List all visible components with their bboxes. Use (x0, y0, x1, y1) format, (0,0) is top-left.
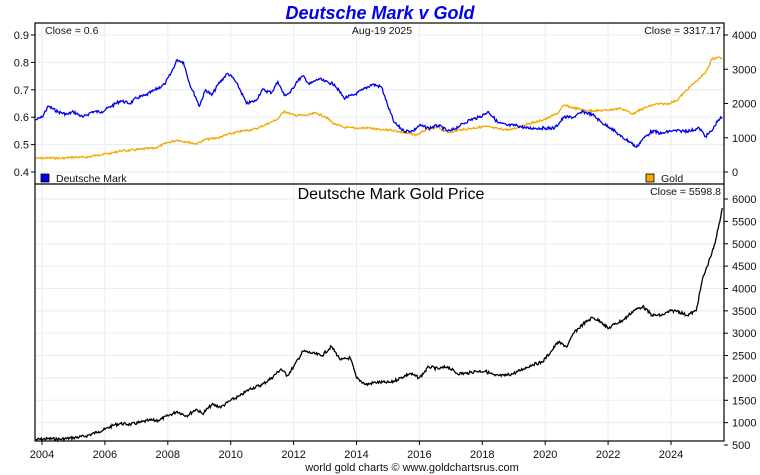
right-tick-label: 3500 (732, 306, 756, 318)
left-axis-dm: 0.9 0.8 0.7 0.6 0.5 0.4 (14, 30, 35, 179)
right-tick-label: 4000 (732, 30, 756, 42)
right-tick-label: 1000 (732, 418, 756, 430)
top-panel-grid (35, 23, 724, 184)
x-tick-label: 2014 (344, 449, 368, 461)
x-tick-label: 2006 (93, 449, 117, 461)
right-tick-label: 6000 (732, 194, 756, 206)
bottom-panel-grid (35, 184, 724, 441)
right-tick-label: 4000 (732, 283, 756, 295)
deutsche-mark-series-line (35, 58, 723, 149)
right-tick-label: 3000 (732, 64, 756, 76)
right-tick-label: 2000 (732, 373, 756, 385)
gold-usd-series-line (35, 56, 723, 161)
right-tick-label: 500 (732, 440, 750, 452)
legend-swatch-gold (645, 173, 655, 183)
dm-gold-close-label: Close = 5598.8 (650, 186, 721, 198)
bottom-panel-title: Deutsche Mark Gold Price (298, 186, 485, 203)
left-tick-label: 0.7 (14, 85, 29, 97)
legend-label-gold: Gold (661, 173, 683, 185)
x-tick-label: 2024 (659, 449, 683, 461)
chart-frame (34, 22, 725, 442)
right-axis-gold-usd: 4000 3000 2000 1000 0 (724, 30, 756, 179)
right-tick-label: 0 (732, 167, 738, 179)
x-tick-label: 2016 (407, 449, 431, 461)
gold-close-label: Close = 3317.17 (644, 25, 721, 37)
dm-close-label: Close = 0.6 (45, 25, 99, 37)
x-tick-label: 2020 (533, 449, 557, 461)
left-tick-label: 0.9 (14, 30, 29, 42)
left-tick-label: 0.4 (14, 167, 29, 179)
right-tick-label: 1500 (732, 395, 756, 407)
right-tick-label: 2500 (732, 351, 756, 363)
right-tick-label: 3000 (732, 328, 756, 340)
right-tick-label: 4500 (732, 261, 756, 273)
x-tick-label: 2010 (218, 449, 242, 461)
x-tick-label: 2004 (30, 449, 54, 461)
chart-title: Deutsche Mark v Gold (285, 3, 475, 23)
footer-credit: world gold charts © www.goldchartsrus.co… (304, 462, 519, 474)
right-tick-label: 5500 (732, 216, 756, 228)
x-tick-label: 2008 (156, 449, 180, 461)
left-tick-label: 0.6 (14, 112, 29, 124)
right-tick-label: 1000 (732, 133, 756, 145)
dm-gold-price-series-line (35, 207, 723, 443)
x-tick-label: 2018 (470, 449, 494, 461)
left-tick-label: 0.8 (14, 57, 29, 69)
legend-swatch-dm (40, 173, 50, 183)
right-tick-label: 5000 (732, 239, 756, 251)
x-axis-years: 2004 2006 2008 2010 2012 2014 2016 2018 2020 2022… (30, 441, 683, 461)
date-label: Aug-19 2025 (352, 25, 412, 37)
right-axis-dm-gold: 6000 5500 5000 4500 4000 3500 3000 2500 2000 1500… (724, 194, 756, 452)
legend-gold: Gold (645, 173, 683, 185)
x-tick-label: 2012 (281, 449, 305, 461)
left-tick-label: 0.5 (14, 140, 29, 152)
legend-label-dm: Deutsche Mark (56, 173, 127, 185)
x-tick-label: 2022 (596, 449, 620, 461)
right-tick-label: 2000 (732, 99, 756, 111)
legend-deutsche-mark: Deutsche Mark (40, 173, 127, 185)
